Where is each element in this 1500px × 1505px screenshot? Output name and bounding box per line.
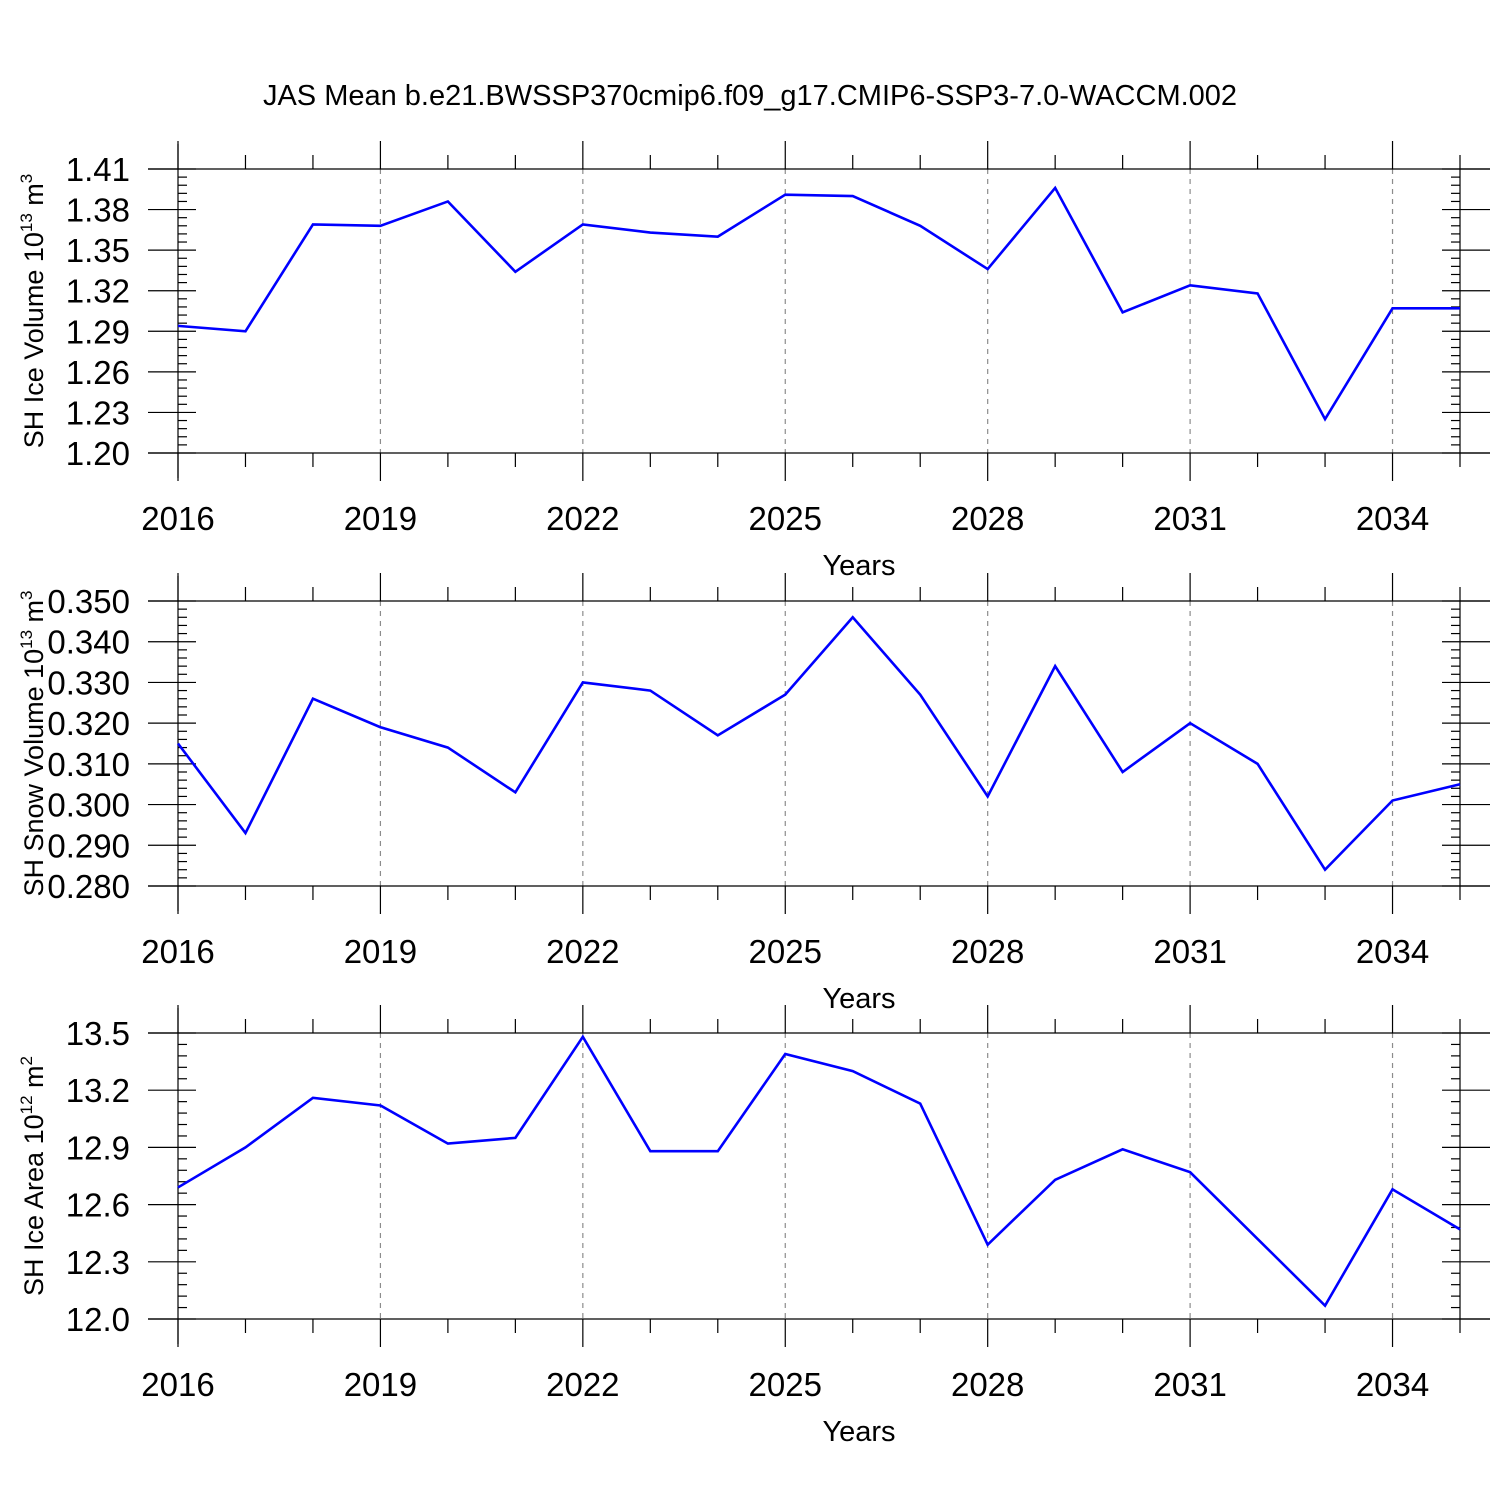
y-tick-label: 12.9 [66,1129,130,1166]
x-tick-label: 2019 [344,500,417,537]
chart-panel-1: 2016 2019 2022 2025 2028 2031 2034 1.20 1.231.26… [17,141,1490,582]
x-tick-label: 2019 [344,933,417,970]
x-tick-label: 2034 [1356,500,1429,537]
y-tick-label: 12.6 [66,1187,130,1224]
x-tick-label: 2028 [951,1366,1024,1403]
y-tick-label: 0.280 [47,868,130,905]
y-tick-label: 0.310 [47,746,130,783]
x-tick-label: 2016 [141,500,214,537]
y-tick-label: 1.41 [66,151,130,188]
y-tick-label: 13.2 [66,1072,130,1109]
y-tick-label: 0.350 [47,583,130,620]
y-tick-label: 1.23 [66,394,130,431]
chart-panel-2: 2016 2019 2022 2025 2028 2031 20340.2800.2900.… [17,573,1490,1015]
chart-panel-3: 2016 2019 2022 2025 2028 2031 2034 12.0 12.3 12.6… [17,1005,1490,1448]
y-tick-label: 12.0 [66,1301,130,1338]
x-tick-label: 2028 [951,500,1024,537]
y-tick-label: 0.330 [47,664,130,701]
y-tick-label: 0.290 [47,827,130,864]
x-tick-label: 2034 [1356,1366,1429,1403]
x-tick-label: 2019 [344,1366,417,1403]
x-tick-label: 2031 [1153,500,1226,537]
x-axis-label: Years [822,1416,895,1448]
y-tick-label: 12.3 [66,1244,130,1281]
series-line-1 [177,185,1460,422]
y-tick-label: 1.20 [66,435,130,472]
x-tick-label: 2025 [749,500,822,537]
series-line-1 [177,1034,1461,1308]
y-axis-label: SH Snow Volume 1013 m3 [17,590,49,896]
y-tick-label: 0.320 [47,705,130,742]
x-tick-label: 2022 [546,500,619,537]
y-axis-label: SH Ice Volume 1013 m3 [17,174,49,449]
y-tick-label: 1.32 [66,273,130,310]
y-tick-label: 1.26 [66,354,130,391]
series-line-1 [176,615,1461,872]
x-tick-label: 2022 [546,1366,619,1403]
y-axis-label: SH Ice Area 1012 m2 [17,1056,49,1296]
y-tick-label: 1.35 [66,232,130,269]
x-tick-label: 2025 [749,1366,822,1403]
y-tick-label: 0.340 [47,624,130,661]
x-axis-label: Years [822,550,895,582]
x-tick-label: 2031 [1153,933,1226,970]
x-tick-label: 2031 [1153,1366,1226,1403]
y-tick-label: 1.38 [66,192,130,229]
x-axis-label: Years [822,983,895,1015]
x-tick-label: 2016 [141,1366,214,1403]
x-tick-label: 2034 [1356,933,1429,970]
x-tick-label: 2025 [749,933,822,970]
chart-title: JAS Mean b.e21.BWSSP370cmip6.f09_g17.CMI… [263,80,1237,112]
x-tick-label: 2016 [141,933,214,970]
y-tick-label: 13.5 [66,1015,130,1052]
y-tick-label: 1.29 [66,313,130,350]
x-tick-label: 2022 [546,933,619,970]
x-tick-label: 2028 [951,933,1024,970]
y-tick-label: 0.300 [47,787,130,824]
